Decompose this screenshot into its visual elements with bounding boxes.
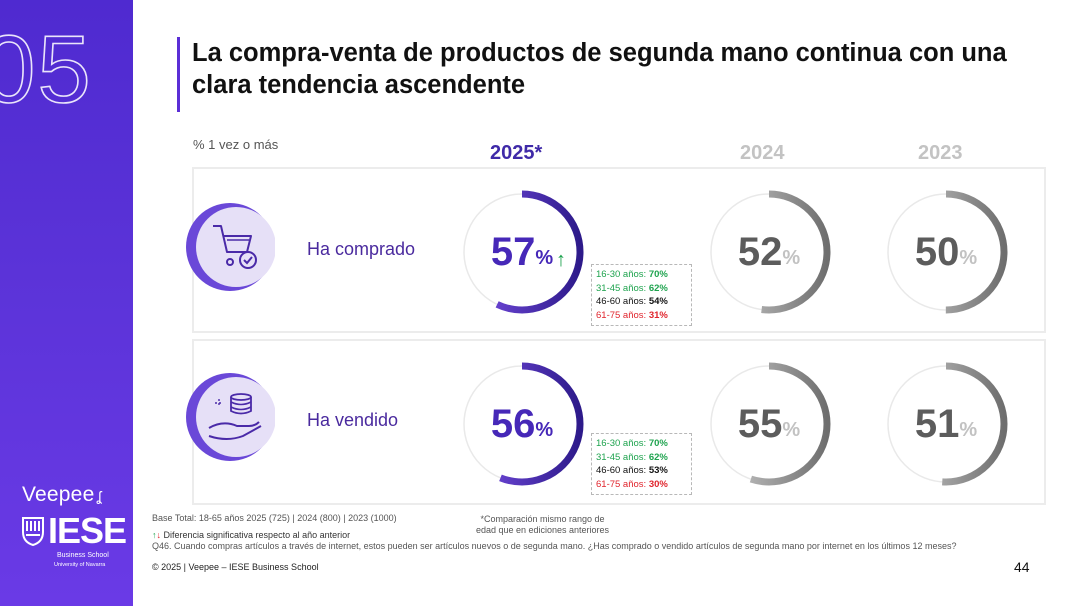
- age-row: 16-30 años: 70%: [596, 269, 668, 280]
- page-number: 44: [1014, 559, 1030, 575]
- ring-2024-sold: 55%: [704, 359, 834, 489]
- row-label-sold: Ha vendido: [307, 410, 399, 430]
- down-arrow-icon: ↓: [156, 530, 162, 540]
- ring-arc: [884, 190, 1008, 314]
- up-arrow-icon: ↑: [556, 249, 566, 271]
- age-breakdown-sold: 16-30 años: 70% 31-45 años: 62% 46-60 añ…: [591, 433, 692, 496]
- year-2024-header: 2024: [740, 142, 785, 164]
- age-row: 46-60 años: 54%: [596, 296, 668, 308]
- age-breakdown-purchased: 16-30 años: 70% 31-45 años: 62% 46-60 añ…: [591, 264, 692, 327]
- iese-logo: IESE: [22, 513, 127, 549]
- ring-arc: [707, 362, 831, 486]
- ring-arc: [884, 362, 1008, 486]
- ring-value: 57: [490, 229, 536, 274]
- year-2023-header: 2023: [918, 142, 963, 164]
- age-row: 61-75 años: 30%: [596, 478, 668, 490]
- ring-arc: [460, 190, 584, 314]
- ring-value: 52: [737, 229, 783, 274]
- question-footnote: Q46. Cuando compras artículos a través d…: [152, 541, 957, 551]
- iese-university: University of Navarra: [54, 562, 106, 568]
- age-row: 31-45 años: 62%: [596, 282, 668, 294]
- ring-2024-purchased: 52%: [704, 187, 834, 317]
- title-accent-bar: [177, 37, 180, 112]
- ring-value: 55: [737, 401, 783, 446]
- up-arrow-icon: ↑: [152, 530, 157, 540]
- comparison-footnote: *Comparación mismo rango de edad que en …: [475, 514, 610, 535]
- age-row: 16-30 años: 70%: [596, 438, 668, 449]
- age-row: 46-60 años: 53%: [596, 465, 668, 477]
- arrows-legend: ↑↓ Diferencia significativa respecto al …: [152, 530, 351, 540]
- base-footnote: Base Total: 18-65 años 2025 (725) | 2024…: [152, 513, 397, 523]
- ring-2023-purchased: 50%: [881, 187, 1011, 317]
- row-label-purchased: Ha comprado: [307, 239, 416, 259]
- section-number: 05: [0, 16, 93, 123]
- ring-value: 50: [914, 229, 960, 274]
- slide-title: La compra-venta de productos de segunda …: [192, 39, 1007, 99]
- iese-subtitle: Business School: [57, 552, 109, 559]
- ring-2023-sold: 51%: [881, 359, 1011, 489]
- iese-shield-icon: [22, 517, 44, 546]
- ring-2025-sold: 56%: [457, 359, 587, 489]
- sidebar-panel: 05 Veepee ʆ IESE Business School Universi…: [0, 0, 133, 606]
- metric-label: % 1 vez o más: [193, 137, 279, 152]
- age-row: 31-45 años: 62%: [596, 451, 668, 463]
- ring-2025-purchased: 57%: [457, 187, 587, 317]
- ring-value: 56: [490, 401, 536, 446]
- age-row: 61-75 años: 31%: [596, 309, 668, 321]
- veepee-logo: Veepee ʆ: [22, 483, 102, 506]
- shopping-cart-check-icon: [185, 202, 276, 292]
- hand-coins-icon: [185, 372, 276, 462]
- ring-arc: [460, 362, 584, 486]
- year-2025-header: 2025*: [490, 142, 543, 164]
- ring-value: 51: [914, 401, 960, 446]
- ring-arc: [707, 190, 831, 314]
- copyright: © 2025 | Veepee – IESE Business School: [152, 562, 319, 572]
